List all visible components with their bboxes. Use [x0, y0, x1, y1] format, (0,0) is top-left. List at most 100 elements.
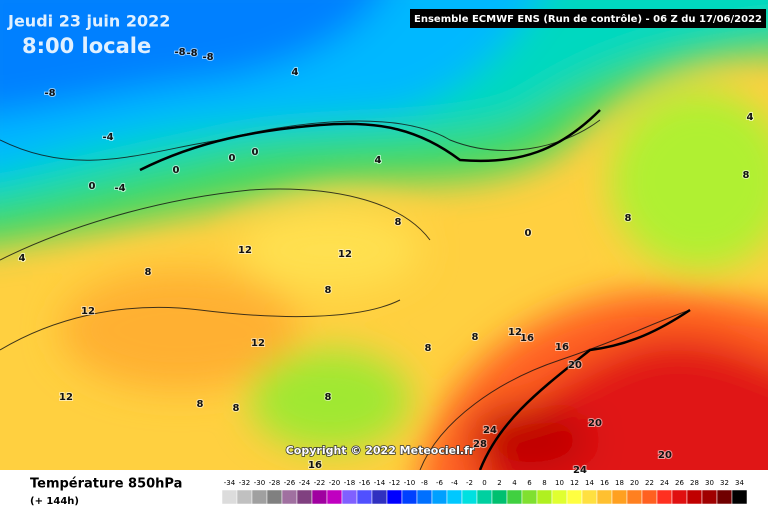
legend-label: 34 — [735, 479, 744, 487]
header-box — [410, 9, 766, 28]
contour-label: 12 — [508, 327, 522, 338]
legend-swatch — [416, 489, 433, 505]
contour-label: 24 — [573, 465, 587, 476]
contour-label: 4 — [747, 112, 754, 123]
field-name: Température 850hPa — [30, 477, 182, 492]
legend-label: -26 — [284, 479, 296, 487]
legend-label: -6 — [436, 479, 444, 487]
legend-swatch — [686, 489, 703, 505]
contour-label: 16 — [308, 460, 322, 471]
contour-label: 16 — [555, 342, 569, 353]
legend-swatch — [446, 489, 463, 505]
legend-label: -30 — [254, 479, 265, 487]
legend-label: -18 — [344, 479, 355, 487]
legend-swatch — [341, 489, 358, 505]
contour-label: 8 — [625, 213, 632, 224]
contour-label: 0 — [89, 181, 96, 192]
contour-label: 8 — [325, 285, 332, 296]
legend-label: -28 — [269, 479, 280, 487]
contour-label: 12 — [251, 338, 265, 349]
legend-label: 10 — [555, 479, 564, 487]
contour-label: 8 — [197, 399, 204, 410]
contour-label: 16 — [520, 333, 534, 344]
contour-label: 8 — [325, 392, 332, 403]
legend-swatch — [236, 489, 253, 505]
legend-label: -16 — [359, 479, 371, 487]
legend-label: 30 — [705, 479, 714, 487]
color-legend: -34 -32 -30 -28 -26 -24 -22 -20 -18 -16 -14 -12 -10-… — [221, 479, 748, 505]
legend-label: 32 — [720, 479, 729, 487]
legend-label: 8 — [542, 479, 546, 487]
contour-label: 8 — [743, 170, 750, 181]
legend-swatch — [431, 489, 448, 505]
contour-label: 4 — [292, 67, 299, 78]
legend-label: -2 — [466, 479, 473, 487]
legend-swatch — [716, 489, 733, 505]
contour-label: 8 — [425, 343, 432, 354]
legend-swatch — [221, 489, 238, 505]
legend-swatch — [551, 489, 568, 505]
legend-swatch — [611, 489, 628, 505]
legend-label: 20 — [630, 479, 639, 487]
legend-label: 22 — [645, 479, 654, 487]
contour-label: -4 — [102, 132, 113, 143]
legend-swatch — [476, 489, 493, 505]
contour-label: 12 — [81, 306, 95, 317]
legend-label: 2 — [497, 479, 501, 487]
legend-label: 16 — [600, 479, 609, 487]
contour-label: 20 — [658, 450, 672, 461]
legend-swatch — [356, 489, 373, 505]
contour-label: 12 — [238, 245, 252, 256]
legend-swatch — [326, 489, 343, 505]
contour-label: 4 — [19, 253, 26, 264]
contour-label: 20 — [568, 360, 582, 371]
contour-label: -8 — [186, 48, 197, 59]
legend-swatch — [386, 489, 403, 505]
contour-label: 8 — [233, 403, 240, 414]
legend-label: 12 — [570, 479, 579, 487]
legend-label: 24 — [660, 479, 669, 487]
contour-label: 12 — [338, 249, 352, 260]
legend-swatch — [581, 489, 598, 505]
legend-swatch — [281, 489, 298, 505]
legend-label: -14 — [374, 479, 386, 487]
date: Jeudi 23 juin 2022 — [7, 12, 170, 31]
legend-swatch — [251, 489, 268, 505]
contour-label: 8 — [145, 267, 152, 278]
legend-swatch — [506, 489, 523, 505]
legend-label: -20 — [329, 479, 340, 487]
legend-swatch — [701, 489, 718, 505]
legend-swatch — [641, 489, 658, 505]
legend-label: -8 — [421, 479, 428, 487]
legend-label: -32 — [239, 479, 250, 487]
legend-label: 14 — [585, 479, 594, 487]
legend-swatch — [296, 489, 313, 505]
contour-label: 8 — [472, 332, 479, 343]
legend-swatch — [266, 489, 283, 505]
legend-swatch — [671, 489, 688, 505]
legend-label: 18 — [615, 479, 624, 487]
contour-label: 24 — [483, 425, 497, 436]
contour-label: 0 — [173, 165, 180, 176]
legend-swatch — [521, 489, 538, 505]
legend-swatch — [401, 489, 418, 505]
legend-label: 28 — [690, 479, 699, 487]
legend-label: -12 — [389, 479, 400, 487]
legend-swatch — [536, 489, 553, 505]
contour-label: -4 — [114, 183, 125, 194]
contour-label: -8 — [202, 52, 213, 63]
legend-swatch — [371, 489, 388, 505]
legend-swatch — [461, 489, 478, 505]
contour-label: 0 — [252, 147, 259, 158]
legend-swatch — [491, 489, 508, 505]
legend-label: 6 — [527, 479, 532, 487]
legend-swatch — [656, 489, 673, 505]
legend-swatch — [596, 489, 613, 505]
legend-label: -24 — [299, 479, 311, 487]
legend-swatch — [731, 489, 748, 505]
contour-label: 0 — [229, 153, 236, 164]
contour-label: 28 — [473, 439, 487, 450]
